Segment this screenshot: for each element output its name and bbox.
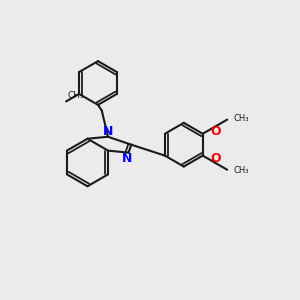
Text: CH₃: CH₃: [67, 91, 84, 100]
Text: N: N: [103, 125, 113, 138]
Text: CH₃: CH₃: [233, 167, 249, 176]
Text: CH₃: CH₃: [233, 114, 249, 123]
Text: O: O: [210, 152, 220, 165]
Text: O: O: [210, 124, 220, 137]
Text: N: N: [122, 152, 133, 165]
